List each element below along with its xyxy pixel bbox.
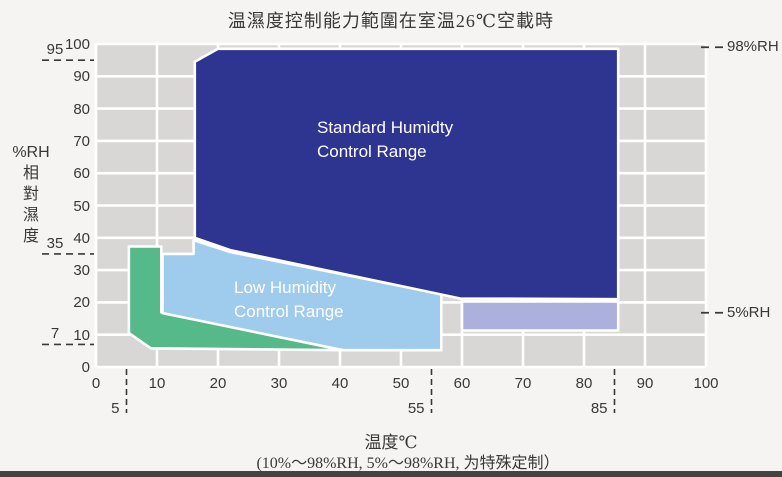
y-axis-char: 濕 <box>22 207 39 224</box>
y-axis-char: 度 <box>22 228 39 245</box>
x-tick-label: 50 <box>392 375 410 392</box>
footnote: (10%～98%RH, 5%～98%RH, 为特殊定制） <box>256 455 560 472</box>
y-tick-label: 50 <box>73 197 90 215</box>
y-special-tick-label: 35 <box>46 234 64 252</box>
x-tick-label: 30 <box>270 375 288 392</box>
y-tick-label: 100 <box>64 36 90 53</box>
low-range-label-line1: Low Humidity <box>234 278 337 297</box>
x-tick-label: 0 <box>91 375 101 392</box>
y-tick-label: 0 <box>81 359 90 376</box>
standard-range-label-line1: Standard Humidty <box>317 118 454 137</box>
x-special-tick-label: 85 <box>590 400 608 417</box>
standard-humidity-range-area <box>193 47 620 301</box>
y-axis-char: 相 <box>22 165 39 182</box>
x-tick-label: 10 <box>148 375 166 392</box>
x-tick-label: 20 <box>209 375 227 392</box>
annotation-5pctrh: 5%RH <box>727 303 771 321</box>
y-tick-label: 20 <box>73 294 90 312</box>
y-tick-label: 40 <box>73 229 90 247</box>
x-special-tick-label: 55 <box>407 400 425 417</box>
y-special-tick-label: 95 <box>46 41 64 59</box>
y-special-tick-label: 7 <box>50 325 60 343</box>
y-tick-label: 10 <box>73 326 90 344</box>
x-tick-label: 40 <box>331 375 349 392</box>
low-humidity-range-label: Low Humidity Control Range <box>234 276 344 324</box>
x-tick-label: 60 <box>453 375 471 392</box>
extended-range-area <box>460 300 620 332</box>
y-axis-char: 對 <box>22 186 39 203</box>
y-tick-label: 80 <box>73 100 90 118</box>
x-tick-label: 80 <box>575 375 593 392</box>
annotation-98pctrh: 98%RH <box>727 38 779 56</box>
y-tick-label: 60 <box>73 165 90 183</box>
low-range-label-line2: Control Range <box>234 302 344 321</box>
y-tick-label: 70 <box>73 132 90 150</box>
x-tick-label: 100 <box>693 375 719 392</box>
chart-title: 温濕度控制能力範圍在室温26℃空載時 <box>227 11 555 31</box>
y-tick-label: 30 <box>73 262 90 280</box>
x-tick-label: 70 <box>514 375 532 392</box>
bottom-bar <box>0 471 782 477</box>
x-tick-label: 90 <box>636 375 654 392</box>
x-special-tick-label: 5 <box>111 400 120 417</box>
standard-range-label-line2: Control Range <box>317 142 427 161</box>
y-axis-unit: %RH <box>12 144 50 161</box>
standard-range-label: Standard Humidty Control Range <box>317 116 453 164</box>
y-axis-title: %RH 相 對 濕 度 <box>6 142 56 247</box>
x-axis-title: 温度℃ <box>364 433 418 452</box>
y-tick-label: 90 <box>73 68 90 86</box>
